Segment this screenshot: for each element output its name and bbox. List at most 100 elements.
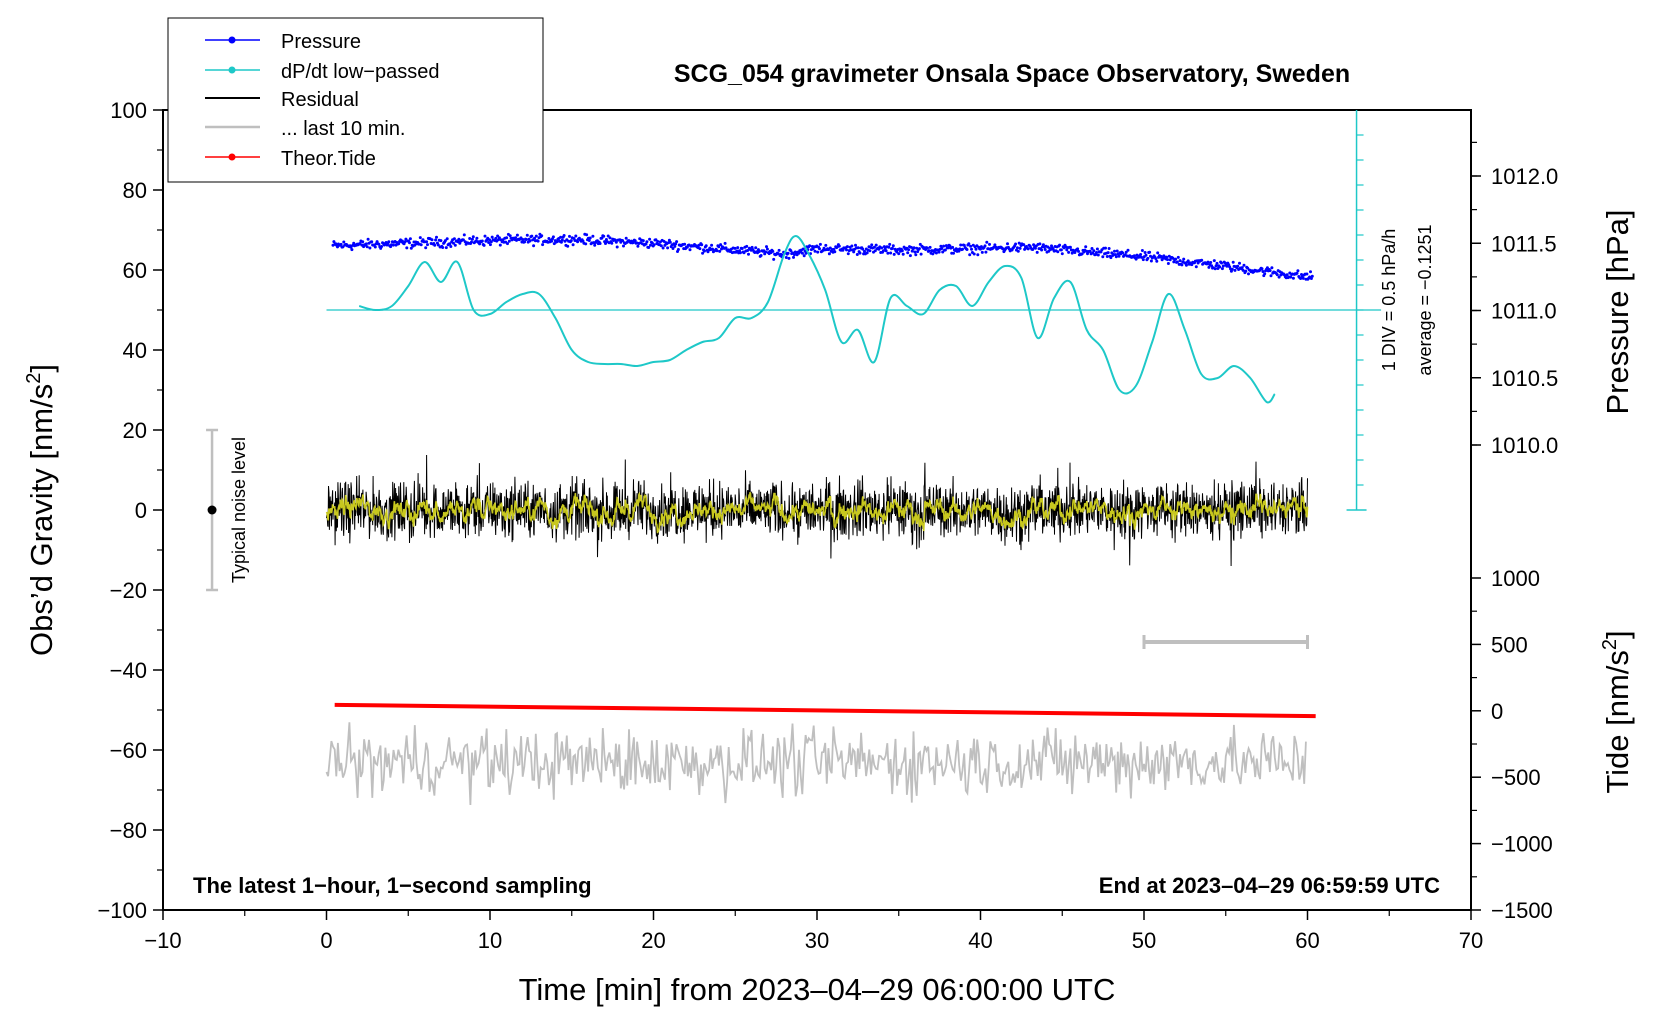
pressure-point [1236,264,1240,268]
pressure-tick-label: 1011.5 [1491,231,1557,256]
pressure-point [1144,253,1148,257]
pressure-point [786,251,790,255]
pressure-point [514,236,518,240]
pressure-point [659,244,663,248]
pressure-point [792,253,796,257]
tide-tick-label: −1500 [1491,898,1553,923]
pressure-point [1104,246,1107,250]
pressure-point [598,242,602,245]
pressure-point [858,251,862,255]
pressure-point [498,243,502,247]
pressure-point [457,237,461,241]
pressure-point [649,243,652,247]
pressure-point [468,237,472,240]
pressure-point [1180,263,1184,267]
svg-text:dP/dt low−passed: dP/dt low−passed [281,61,439,83]
pressure-point [602,234,606,238]
pressure-point [683,242,687,246]
x-tick-label: −10 [144,928,181,953]
pressure-point [892,252,896,256]
y-tick-label: −60 [110,738,147,763]
pressure-point [524,238,528,241]
pressure-point [745,244,749,248]
pressure-point [349,245,353,249]
pressure-point [1178,259,1182,263]
pressure-point [1095,251,1098,254]
pressure-point [368,246,372,250]
pressure-point [1210,264,1214,268]
pressure-point [1186,259,1190,263]
x-tick-label: 50 [1132,928,1156,953]
pressure-point [1291,276,1295,280]
pressure-point [1154,257,1158,261]
pressure-point [370,240,374,244]
pressure-point [571,243,575,247]
pressure-point [1289,275,1293,279]
pressure-point [507,239,511,243]
pressure-point [789,249,793,253]
pressure-point [804,251,808,255]
pressure-point [528,239,532,243]
pressure-point [1296,269,1300,273]
pressure-tick-label: 1011.0 [1491,299,1557,324]
pressure-point [717,245,721,249]
pressure-point [1107,247,1111,250]
pressure-point [574,234,578,238]
pressure-point [1059,248,1063,252]
pressure-point [591,234,595,238]
pressure-point [887,245,891,249]
pressure-point [487,241,491,244]
pressure-point [816,250,820,254]
pressure-point [433,243,437,247]
pressure-point [483,234,487,238]
pressure-point [1200,258,1204,262]
pressure-point [961,247,964,251]
tide-tick-label: 500 [1491,632,1528,657]
pressure-point [541,243,545,247]
pressure-point [1077,249,1080,253]
pressure-point [551,235,555,239]
pressure-point [1140,255,1143,259]
pressure-point [897,252,901,256]
pressure-point [448,242,452,246]
pressure-point [377,242,381,246]
pressure-point [951,245,955,249]
pressure-point [776,252,780,256]
y-axis-label-pressure: Pressure [hPa] [1600,209,1635,414]
x-tick-label: 70 [1459,928,1483,953]
pressure-point [373,245,377,249]
pressure-point [488,238,491,242]
pressure-series [331,232,1314,281]
pressure-point [480,239,484,243]
pressure-point [588,236,592,240]
div-scale-label: 1 DIV = 0.5 hPa/h [1379,229,1399,372]
pressure-point [974,247,978,251]
pressure-point [1006,242,1009,246]
pressure-point [710,243,714,247]
dpdt-curve [358,234,1276,404]
pressure-point [1261,270,1265,273]
pressure-point [1260,267,1264,271]
y-tick-label: 0 [135,498,147,523]
pressure-point [1017,241,1021,245]
pressure-point [482,243,486,247]
pressure-point [425,240,429,244]
pressure-point [470,237,474,241]
pressure-point [754,246,758,250]
svg-text:Residual: Residual [281,89,359,111]
x-tick-label: 30 [805,928,829,953]
pressure-point [937,250,941,254]
pressure-point [1176,255,1180,259]
pressure-point [970,247,973,251]
pressure-point [403,240,407,244]
y-axis-label-left: Obs’d Gravity [nm/s2] [23,364,59,656]
pressure-point [759,254,763,257]
pressure-point [1166,258,1169,262]
pressure-point [387,240,391,244]
y-tick-label: −40 [110,658,147,683]
pressure-point [886,251,890,255]
pressure-point [540,234,544,238]
pressure-point [1149,259,1153,263]
pressure-point [1206,260,1210,264]
pressure-point [444,246,448,250]
